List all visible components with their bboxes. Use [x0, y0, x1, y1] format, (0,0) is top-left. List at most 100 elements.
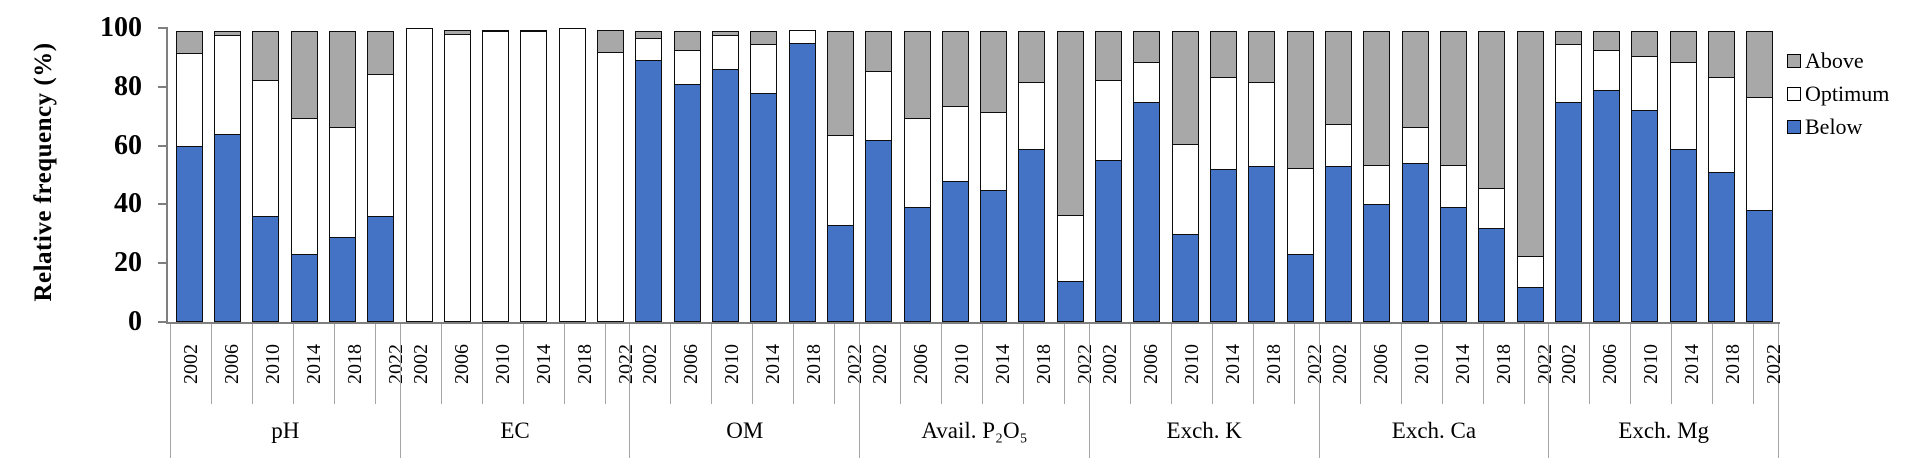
- bar-segment-optimum: [1286, 167, 1314, 256]
- bar-cell: [170, 28, 208, 322]
- bar-group: [170, 28, 400, 322]
- year-label-cell: 2014: [524, 324, 565, 404]
- year-label-row: 2002 2006 2010 2014 2018 2022: [1320, 324, 1556, 404]
- year-label-cell: 2010: [1631, 324, 1673, 404]
- year-label-cell: 2014: [753, 324, 795, 404]
- year-label-cell: 2018: [565, 324, 606, 404]
- bar-segment-above: [1516, 31, 1544, 258]
- year-label: 2018: [344, 344, 366, 384]
- stacked-bar: [443, 29, 471, 322]
- year-label: 2014: [1451, 344, 1474, 384]
- y-tick-label: 0: [128, 306, 142, 337]
- legend-swatch-optimum: [1787, 86, 1801, 101]
- year-label-cell: 2018: [335, 324, 376, 404]
- year-label: 2014: [1221, 344, 1244, 384]
- y-tick-mark: [158, 321, 168, 323]
- bar-segment-above: [175, 31, 203, 55]
- bar-segment-above: [1095, 31, 1123, 81]
- stacked-bar: [1708, 31, 1736, 322]
- group-label: Exch. K: [1166, 418, 1242, 443]
- bar-segment-below: [1401, 163, 1429, 322]
- year-label-cell: 2014: [1213, 324, 1254, 404]
- y-axis-title: Relative frequency (%): [30, 42, 57, 302]
- year-label: 2006: [1599, 344, 1622, 384]
- bar-segment-below: [1669, 148, 1697, 322]
- year-label-cell: 2010: [483, 324, 524, 404]
- bar-segment-optimum: [367, 73, 395, 218]
- bar-segment-optimum: [1210, 76, 1238, 171]
- bar-cell: [1358, 28, 1396, 322]
- year-label-cell: 2002: [630, 324, 672, 404]
- bar-segment-optimum: [1401, 126, 1429, 165]
- bar-segment-below: [1746, 210, 1774, 322]
- year-label-cell: 2002: [401, 324, 442, 404]
- bar-segment-below: [980, 189, 1008, 322]
- group-label: Exch. Mg: [1618, 418, 1710, 443]
- x-axis-line: [166, 322, 1780, 324]
- bar-group: [630, 28, 860, 322]
- bar-segment-optimum: [1171, 144, 1199, 236]
- stacked-bar: [1746, 31, 1774, 322]
- year-label: 2022: [1763, 344, 1786, 384]
- bar-segment-optimum: [980, 111, 1008, 192]
- year-label-cell: 2002: [860, 324, 902, 404]
- year-label: 2010: [262, 344, 284, 384]
- year-label-cell: 2006: [1131, 324, 1172, 404]
- year-label-cell: 2014: [1672, 324, 1714, 404]
- group-label: Avail. P₂O₅: [921, 418, 1028, 443]
- year-label: 2014: [532, 344, 555, 384]
- x-group: 2002 2006 2010 2014 2018 2022 Avail. P₂O₅: [859, 324, 1096, 458]
- bar-cell: [1473, 28, 1511, 322]
- bar-segment-optimum: [1324, 123, 1352, 168]
- year-label-cell: 2002: [1320, 324, 1361, 404]
- bar-segment-below: [1210, 169, 1238, 322]
- bar-segment-below: [1708, 172, 1736, 322]
- bar-segment-optimum: [1095, 79, 1123, 162]
- x-group: 2002 2006 2010 2014 2018 2022 EC: [399, 324, 637, 458]
- bar-cell: [362, 28, 400, 322]
- year-label: 2010: [1640, 344, 1663, 384]
- bar-segment-above: [252, 31, 280, 81]
- stacked-bar: [1095, 31, 1123, 322]
- year-label: 2002: [1558, 344, 1581, 384]
- bar-segment-above: [1708, 31, 1736, 79]
- bar-segment-optimum: [673, 50, 701, 86]
- bar-segment-optimum: [1746, 97, 1774, 212]
- bar-segment-optimum: [328, 126, 356, 239]
- year-label: 2002: [869, 344, 892, 384]
- stacked-bar: [213, 31, 241, 322]
- bar-segment-above: [1171, 31, 1199, 146]
- stacked-bar: [788, 29, 816, 322]
- stacked-bar: [865, 31, 893, 322]
- year-label-cell: 2006: [1590, 324, 1632, 404]
- bar-segment-below: [1133, 101, 1161, 322]
- group-label: Exch. Ca: [1391, 418, 1477, 443]
- bar-cell: [400, 28, 438, 322]
- bar-segment-optimum: [520, 30, 548, 322]
- x-group: 2002 2006 2010 2014 2018 2022 Exch. K: [1088, 324, 1326, 458]
- bar-segment-optimum: [826, 135, 854, 227]
- bar-cell: [1243, 28, 1281, 322]
- year-label: 2006: [1369, 344, 1392, 384]
- bar-segment-optimum: [1516, 255, 1544, 289]
- stacked-bar: [1554, 31, 1582, 322]
- bar-group: [1549, 28, 1779, 322]
- stacked-bar: [1439, 31, 1467, 322]
- year-label-row: 2002 2006 2010 2014 2018 2022: [1090, 324, 1326, 404]
- year-label: 2006: [1139, 344, 1162, 384]
- year-label: 2018: [1262, 344, 1285, 384]
- legend: Above Optimum Below: [1787, 47, 1889, 146]
- bar-cell: [1511, 28, 1549, 322]
- bar-segment-optimum: [1248, 82, 1276, 168]
- bar-cell: [515, 28, 553, 322]
- stacked-bar: [673, 31, 701, 322]
- stacked-bar: [1669, 31, 1697, 322]
- bar-cell: [936, 28, 974, 322]
- bar-segment-optimum: [175, 53, 203, 148]
- year-label-cell: 2018: [1024, 324, 1066, 404]
- bar-segment-below: [1363, 204, 1391, 322]
- bar-segment-above: [1439, 31, 1467, 167]
- bar-segment-below: [1554, 101, 1582, 322]
- y-tick-label: 60: [114, 129, 142, 161]
- bar-segment-optimum: [443, 33, 471, 322]
